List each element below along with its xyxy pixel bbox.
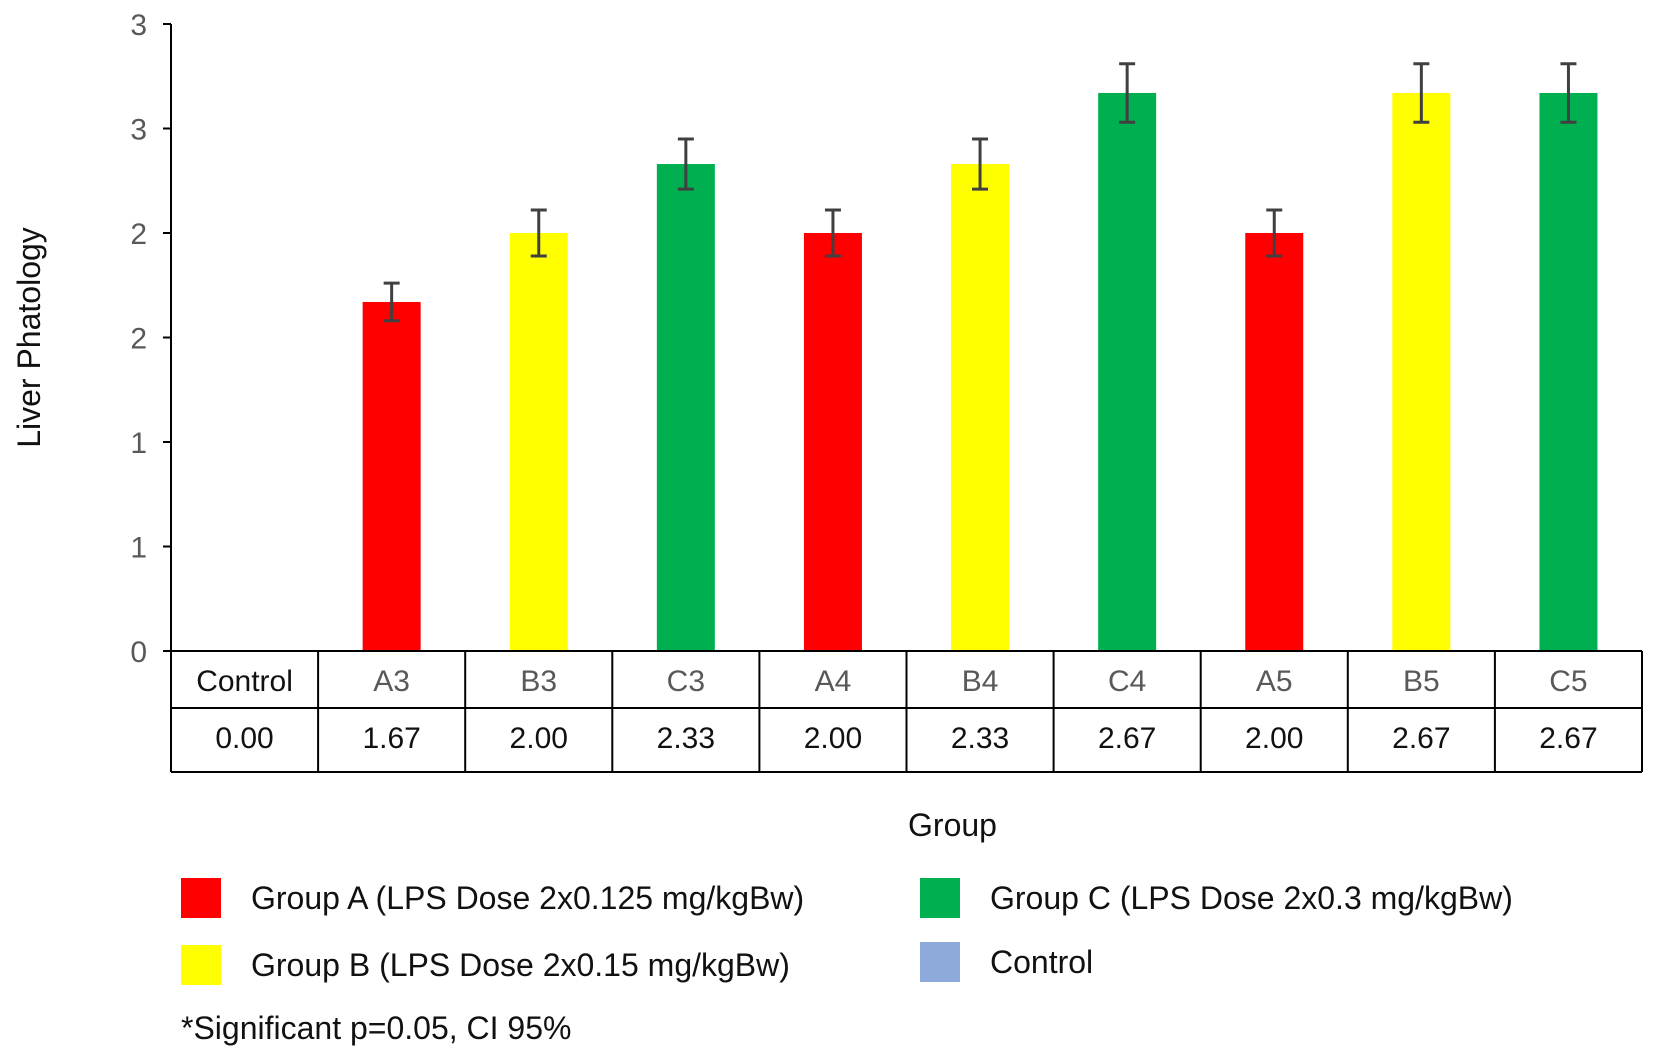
y-tick-label: 1 xyxy=(130,427,147,460)
y-tick-label: 2 xyxy=(130,218,147,251)
table-value-label: 2.33 xyxy=(657,722,715,755)
table-value-label: 2.33 xyxy=(951,722,1009,755)
bar-c4 xyxy=(1098,92,1157,652)
bar-c5 xyxy=(1539,92,1598,652)
bar-a5 xyxy=(1245,233,1304,651)
x-axis-title: Group xyxy=(908,807,997,843)
y-tick-label: 0 xyxy=(130,636,147,669)
bar-c3 xyxy=(656,164,715,651)
x-category-label: B4 xyxy=(962,665,999,698)
x-category-label: A5 xyxy=(1256,665,1293,698)
table-value-label: 2.67 xyxy=(1392,722,1450,755)
table-value-label: 2.67 xyxy=(1098,722,1156,755)
y-tick-label: 2 xyxy=(130,323,147,356)
bar-b3 xyxy=(509,233,568,651)
y-tick-label: 3 xyxy=(130,114,147,147)
x-category-label: A3 xyxy=(373,665,410,698)
bar-b5 xyxy=(1392,92,1451,652)
bar-b4 xyxy=(951,164,1010,651)
table-value-label: 1.67 xyxy=(362,722,420,755)
x-category-label: B3 xyxy=(520,665,557,698)
table-value-label: 2.67 xyxy=(1539,722,1597,755)
table-value-label: 2.00 xyxy=(804,722,862,755)
x-category-label: C3 xyxy=(667,665,705,698)
y-tick-label: 1 xyxy=(130,532,147,565)
bar-a3 xyxy=(362,301,421,651)
x-category-label: B5 xyxy=(1403,665,1440,698)
significance-note: *Significant p=0.05, CI 95% xyxy=(181,1010,572,1046)
table-value-label: 2.00 xyxy=(1245,722,1303,755)
x-category-label: C5 xyxy=(1549,665,1587,698)
bar-a4 xyxy=(803,233,862,651)
y-tick-label: 3 xyxy=(130,9,147,42)
table-value-label: 2.00 xyxy=(510,722,568,755)
table-value-label: 0.00 xyxy=(215,722,273,755)
y-axis-title: Liver Phatology xyxy=(11,227,47,448)
x-category-label: C4 xyxy=(1108,665,1146,698)
x-category-label: A4 xyxy=(815,665,852,698)
x-category-label: Control xyxy=(196,665,293,698)
